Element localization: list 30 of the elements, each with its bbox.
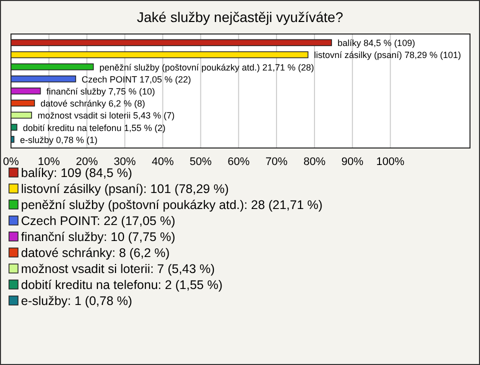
category-label: finanční služby 7,75 % (10) — [46, 86, 155, 96]
category-label: možnost vsadit si loterii 5,43 % (7) — [38, 110, 175, 121]
x-tick-label: 10% — [38, 156, 60, 168]
x-tick-label: 80% — [303, 156, 326, 168]
text: balíky: 109 (84,5 %) — [21, 166, 132, 180]
x-tick-label: 40% — [152, 156, 174, 168]
category-label: balíky 84,5 % (109) — [338, 38, 416, 48]
category-label: e-služby 0,78 % (1) — [20, 134, 98, 145]
category-label: dobití kreditu na telefonu 1,55 % (2) — [22, 122, 166, 133]
text: finanční služby: 10 (7,75 %) — [21, 230, 176, 244]
text: Czech POINT: 22 (17,05 %) — [21, 214, 176, 228]
text: datové schránky: 8 (6,2 %) — [21, 246, 170, 260]
x-tick-label: 50% — [190, 156, 212, 168]
text: dobití kreditu na telefonu: 2 (1,55 %) — [21, 278, 223, 292]
x-tick-label: 100% — [376, 156, 405, 168]
category-label: Czech POINT 17,05 % (22) — [82, 74, 192, 84]
x-tick-label: 90% — [341, 156, 364, 168]
category-label: datové schránky 6,2 % (8) — [40, 98, 146, 109]
text: možnost vsadit si loterii: 7 (5,43 %) — [21, 262, 215, 276]
x-tick-label: 20% — [76, 156, 98, 168]
category-label: listovní zásilky (psaní) 78,29 % (101) — [314, 50, 462, 60]
x-tick-label: 30% — [114, 156, 136, 168]
x-tick-label: 0% — [3, 156, 20, 168]
x-tick-label: 60% — [228, 156, 250, 168]
category-label: peněžní služby (poštovní poukázky atd.) 21,71 % (28) — [99, 62, 314, 72]
text: peněžní služby (poštovní poukázky atd.): 28 (21,71 %) — [21, 198, 323, 212]
text: e-služby: 1 (0,78 %) — [21, 294, 132, 308]
x-tick-label: 70% — [266, 156, 288, 168]
text: listovní zásilky (psaní): 101 (78,29 %) — [21, 182, 229, 196]
chart-title: Jaké služby nejčastěji využíváte? — [136, 9, 344, 25]
